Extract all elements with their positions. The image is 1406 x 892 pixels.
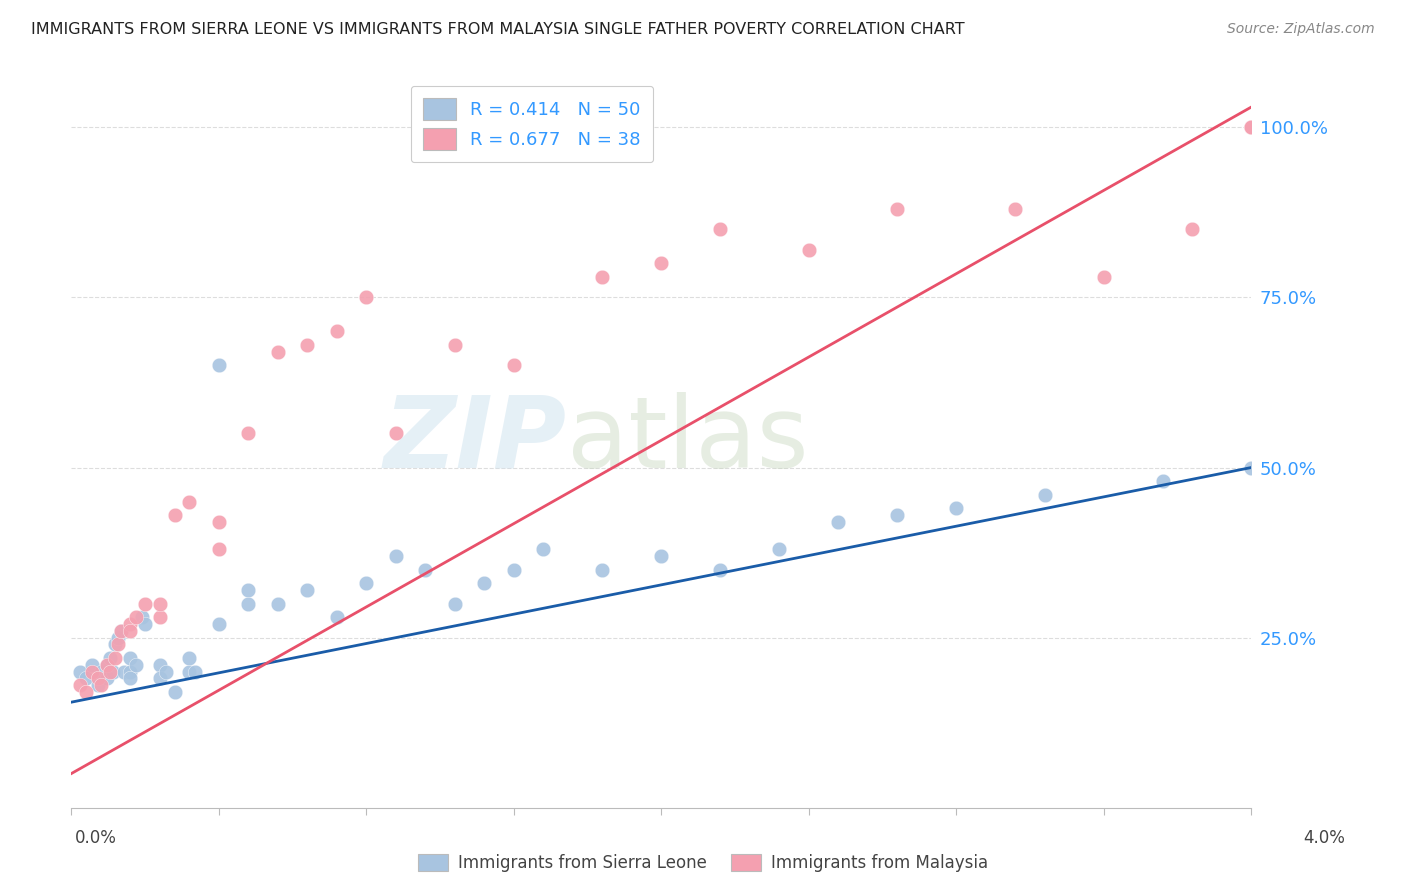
Point (87, 672, 110, 686)
Text: IMMIGRANTS FROM SIERRA LEONE VS IMMIGRANTS FROM MALAYSIA SINGLE FATHER POVERTY C: IMMIGRANTS FROM SIERRA LEONE VS IMMIGRAN… (31, 22, 965, 37)
Text: atlas: atlas (567, 392, 808, 489)
Point (155, 665, 177, 679)
Point (179, 494, 201, 508)
Point (384, 549, 406, 563)
Point (101, 665, 124, 679)
Point (96, 657, 118, 672)
Text: ZIP: ZIP (384, 392, 567, 489)
Point (1240, 120, 1263, 135)
Point (502, 562, 524, 576)
Point (96, 657, 118, 672)
Point (326, 610, 349, 624)
Point (886, 508, 908, 522)
Point (110, 624, 132, 638)
Point (297, 338, 319, 352)
Point (650, 549, 672, 563)
Point (98, 651, 121, 665)
Point (267, 597, 290, 611)
Point (208, 515, 231, 529)
Point (134, 597, 156, 611)
Point (104, 651, 127, 665)
Point (90, 665, 112, 679)
Point (326, 325, 349, 339)
Point (87, 678, 110, 692)
Point (1240, 120, 1263, 135)
Point (120, 624, 142, 638)
Point (96, 672, 118, 686)
Point (591, 270, 613, 285)
Point (149, 657, 172, 672)
Point (384, 426, 406, 441)
Point (797, 243, 820, 257)
Point (120, 665, 142, 679)
Point (163, 685, 186, 699)
Point (1092, 270, 1115, 285)
Point (149, 672, 172, 686)
Point (107, 637, 129, 651)
Point (443, 338, 465, 352)
Point (945, 501, 967, 516)
Point (112, 665, 135, 679)
Point (1033, 488, 1056, 502)
Point (107, 631, 129, 645)
Point (238, 426, 260, 441)
Point (134, 617, 156, 632)
Point (75, 685, 97, 699)
Point (413, 562, 436, 576)
Point (110, 624, 132, 638)
Point (179, 651, 201, 665)
Point (886, 202, 908, 216)
Point (1004, 202, 1026, 216)
Text: 4.0%: 4.0% (1303, 829, 1346, 847)
Point (125, 610, 148, 624)
Point (1152, 474, 1174, 488)
Point (120, 672, 142, 686)
Point (356, 576, 378, 591)
Point (650, 256, 672, 270)
Point (90, 678, 112, 692)
Point (267, 344, 290, 359)
Point (149, 610, 172, 624)
Point (827, 515, 849, 529)
Point (356, 290, 378, 304)
Point (69, 678, 91, 692)
Point (179, 665, 201, 679)
Text: Source: ZipAtlas.com: Source: ZipAtlas.com (1227, 22, 1375, 37)
Point (768, 542, 790, 557)
Point (238, 582, 260, 597)
Point (502, 359, 524, 373)
Point (472, 576, 495, 591)
Point (149, 597, 172, 611)
Point (443, 597, 465, 611)
Point (1181, 222, 1204, 236)
Point (208, 542, 231, 557)
Point (531, 542, 554, 557)
Point (238, 597, 260, 611)
Point (709, 562, 731, 576)
Point (104, 637, 127, 651)
Point (125, 657, 148, 672)
Point (80, 657, 103, 672)
Point (131, 610, 153, 624)
Point (297, 582, 319, 597)
Point (208, 359, 231, 373)
Point (120, 651, 142, 665)
Point (120, 617, 142, 632)
Text: 0.0%: 0.0% (75, 829, 117, 847)
Point (208, 617, 231, 632)
Point (709, 222, 731, 236)
Point (184, 665, 207, 679)
Point (163, 508, 186, 522)
Point (69, 665, 91, 679)
Point (75, 672, 97, 686)
Point (80, 665, 103, 679)
Legend: R = 0.414   N = 50, R = 0.677   N = 38: R = 0.414 N = 50, R = 0.677 N = 38 (411, 86, 654, 162)
Point (98, 665, 121, 679)
Point (1240, 460, 1263, 475)
Legend: Immigrants from Sierra Leone, Immigrants from Malaysia: Immigrants from Sierra Leone, Immigrants… (411, 847, 995, 879)
Point (591, 562, 613, 576)
